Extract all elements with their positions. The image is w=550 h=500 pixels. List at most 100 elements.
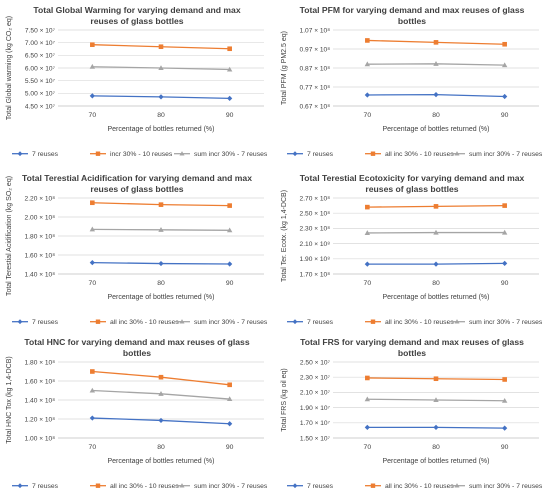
series-7-reuses-point [433, 424, 439, 430]
chart-title: Total PFM for varying demand and max reu… [300, 5, 525, 15]
series-10-reuses-point [90, 200, 95, 206]
y-tick-label: 2.70 × 10⁸ [300, 195, 331, 202]
series-7-reuses-point [89, 260, 95, 266]
y-tick-label: 1.00 × 10⁸ [25, 435, 56, 442]
y-tick-label: 1.60 × 10⁸ [25, 252, 56, 259]
x-tick-label: 70 [364, 112, 372, 119]
y-tick-label: 1.80 × 10⁸ [25, 233, 56, 240]
legend-label: sum incr 30% - 7 reuses [469, 483, 543, 490]
legend-item-series-sum-7-reuses: sum incr 30% - 7 reuses [449, 319, 543, 326]
legend-label: 7 reuses [307, 151, 334, 158]
series-7-reuses-point [158, 260, 164, 267]
series-sum-7-reuses-point [89, 63, 96, 69]
y-tick-label: 2.50 × 10⁷ [300, 359, 331, 366]
y-tick-label: 7.00 × 10⁷ [25, 40, 56, 47]
series-7-reuses-point [433, 92, 439, 98]
series-7-reuses-point [364, 261, 370, 267]
series-7-reuses-point [89, 93, 95, 99]
y-tick-label: 1.70 × 10⁷ [300, 420, 331, 427]
series-sum-7-reuses-point [89, 387, 96, 393]
y-tick-label: 2.10 × 10⁷ [300, 390, 331, 397]
series-10-reuses-point [365, 375, 370, 381]
series-7-reuses-point [502, 425, 508, 431]
legend-marker [370, 151, 376, 156]
x-tick-label: 90 [226, 280, 234, 287]
x-tick-label: 90 [501, 280, 509, 287]
legend-label: sum incr 30% - 7 reuses [469, 151, 543, 158]
legend-label: sum incr 30% - 7 reuses [194, 483, 268, 490]
legend-item-series-10-reuses: all inc 30% - 10 reuses [90, 483, 179, 490]
chart-panel-terrestrial-acidification: Total Terestial Acidification for varyin… [2, 170, 272, 336]
chart-title: Total FRS for varying demand and max reu… [300, 337, 524, 347]
y-tick-label: 1.40 × 10⁸ [25, 271, 56, 278]
legend-marker [370, 319, 376, 324]
series-7-reuses-point [158, 94, 164, 100]
legend-item-series-7-reuses: 7 reuses [287, 483, 334, 490]
series-10-reuses-point [158, 44, 164, 50]
chart-title: bottles [398, 16, 426, 26]
chart-title: bottles [123, 348, 151, 358]
x-tick-label: 70 [364, 444, 372, 451]
y-tick-label: 1.20 × 10⁸ [25, 416, 56, 423]
line-chart: Total Terestial Ecotoxicity for varying … [281, 173, 543, 326]
series-10-reuses-point [433, 40, 439, 45]
chart-title: bottles [398, 348, 426, 358]
y-tick-label: 2.10 × 10⁸ [300, 241, 331, 248]
legend-label: 7 reuses [32, 151, 59, 158]
legend-item-series-7-reuses: 7 reuses [12, 151, 59, 158]
series-10-reuses-point [502, 41, 507, 47]
legend-marker [179, 483, 185, 488]
legend-item-series-7-reuses: 7 reuses [12, 483, 59, 490]
legend-label: 7 reuses [32, 483, 59, 490]
y-tick-label: 0.97 × 10⁸ [300, 46, 331, 53]
x-tick-label: 80 [432, 444, 440, 451]
chart-title: reuses of glass bottles [90, 184, 183, 194]
series-sum-7-reuses-point [158, 391, 164, 396]
y-tick-label: 6.50 × 10⁷ [25, 53, 56, 60]
y-tick-label: 2.00 × 10⁸ [25, 214, 56, 221]
y-tick-label: 1.07 × 10⁸ [300, 27, 331, 34]
series-10-reuses-point [158, 202, 164, 207]
chart-title: reuses of glass bottles [365, 184, 458, 194]
legend-item-series-10-reuses: incr 30% - 10 reuses [90, 151, 173, 158]
legend-item-series-10-reuses: all inc 30% - 10 reuses [365, 483, 454, 490]
x-tick-label: 80 [432, 112, 440, 119]
series-7-reuses-point [158, 417, 164, 424]
x-tick-label: 80 [157, 444, 165, 451]
x-axis-label: Percentage of bottles returned (%) [382, 294, 489, 301]
series-sum-7-reuses-point [433, 229, 439, 235]
legend-item-series-sum-7-reuses: sum incr 30% - 7 reuses [449, 151, 543, 158]
legend-marker [95, 319, 101, 324]
x-tick-label: 70 [89, 280, 97, 287]
y-tick-label: 1.80 × 10⁸ [25, 359, 56, 366]
y-axis-label: Total FRS (kg oil eq) [281, 368, 288, 431]
legend-marker [17, 319, 23, 325]
y-tick-label: 0.67 × 10⁸ [300, 103, 331, 110]
chart-title: Total HNC for varying demand and max reu… [24, 337, 249, 347]
series-sum-7-reuses-point [158, 227, 164, 232]
chart-panel-global-warming: Total Global Warming for varying demand … [2, 2, 272, 168]
line-chart: Total Global Warming for varying demand … [6, 5, 268, 158]
legend-marker [179, 319, 185, 324]
legend-marker [454, 483, 460, 488]
legend-label: sum incr 30% - 7 reuses [194, 319, 268, 326]
line-chart: Total Terestial Acidification for varyin… [6, 173, 268, 326]
series-7-reuses-point [433, 261, 439, 267]
x-axis-label: Percentage of bottles returned (%) [382, 458, 489, 465]
series-sum-7-reuses-point [433, 397, 439, 402]
chart-title: Total Terestial Ecotoxicity for varying … [300, 173, 525, 183]
series-10-reuses-point [502, 203, 507, 208]
y-tick-label: 2.50 × 10⁸ [300, 211, 331, 218]
y-tick-label: 2.30 × 10⁸ [300, 226, 331, 233]
legend-label: 7 reuses [307, 483, 334, 490]
x-axis-label: Percentage of bottles returned (%) [107, 294, 214, 301]
series-10-reuses-point [502, 377, 507, 382]
series-sum-7-reuses-point [89, 226, 96, 232]
series-sum-7-reuses-point [501, 62, 508, 68]
legend-label: all inc 30% - 10 reuses [110, 483, 179, 490]
chart-panel-pfm: Total PFM for varying demand and max reu… [277, 2, 547, 168]
y-tick-label: 2.30 × 10⁷ [300, 375, 331, 382]
series-7-reuses-point [227, 95, 233, 101]
legend-marker [17, 483, 23, 489]
x-axis-label: Percentage of bottles returned (%) [107, 458, 214, 465]
